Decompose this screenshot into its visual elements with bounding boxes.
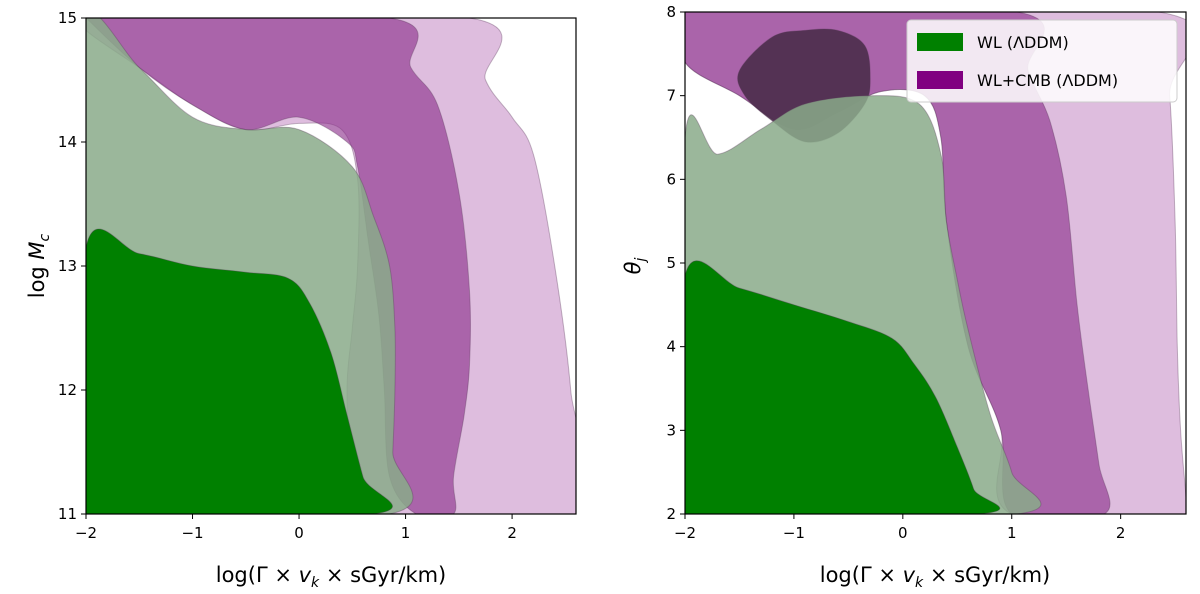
left-region-3 — [86, 228, 393, 514]
right-xtick-label: 0 — [898, 524, 908, 542]
legend-swatch-wl — [917, 33, 963, 51]
left-contour-regions — [86, 18, 576, 514]
left-ytick-label: 14 — [58, 133, 77, 151]
left-xlabel: log(Γ × vk × sGyr/km) — [216, 563, 447, 591]
legend-box — [906, 19, 1178, 103]
left-xtick-label: −2 — [75, 524, 97, 542]
right-ytick-label: 8 — [666, 3, 676, 21]
right-xtick-label: 2 — [1116, 524, 1126, 542]
left-ylabel: log Mc — [25, 233, 53, 298]
right-ytick-label: 2 — [666, 505, 676, 523]
legend: WL (ΛDDM) WL+CMB (ΛDDM) — [906, 19, 1178, 103]
right-xtick-label: −1 — [783, 524, 805, 542]
left-ytick-label: 11 — [58, 505, 77, 523]
right-xlabel: log(Γ × vk × sGyr/km) — [820, 563, 1051, 591]
left-ytick-label: 13 — [58, 257, 77, 275]
left-xtick-label: 0 — [294, 524, 304, 542]
right-ytick-label: 7 — [666, 87, 676, 105]
legend-swatch-wl-cmb — [917, 71, 963, 89]
legend-label-wl-cmb: WL+CMB (ΛDDM) — [977, 71, 1118, 90]
right-contour-regions — [685, 12, 1186, 514]
right-xtick-label: 1 — [1007, 524, 1017, 542]
right-axis-ticks: −2 −1 0 1 2 2 3 4 5 6 7 8 — [666, 3, 1125, 542]
right-ytick-label: 3 — [666, 421, 676, 439]
left-xtick-label: −1 — [181, 524, 203, 542]
right-xtick-label: −2 — [674, 524, 696, 542]
right-ylabel: θj — [621, 258, 649, 275]
left-xtick-label: 2 — [507, 524, 517, 542]
right-ytick-label: 6 — [666, 170, 676, 188]
left-xtick-label: 1 — [401, 524, 411, 542]
legend-label-wl: WL (ΛDDM) — [977, 33, 1069, 52]
right-ytick-label: 4 — [666, 338, 676, 356]
right-ytick-label: 5 — [666, 254, 676, 272]
left-ytick-label: 15 — [58, 9, 77, 27]
left-ytick-label: 12 — [58, 381, 77, 399]
right-region-4 — [685, 260, 1001, 514]
